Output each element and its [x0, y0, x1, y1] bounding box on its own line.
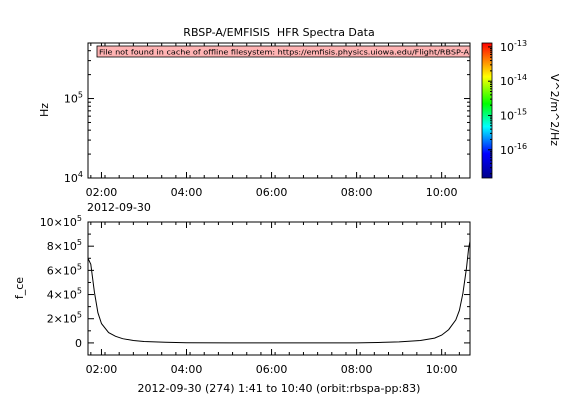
spectrogram-x-tick-label: 10:00: [426, 186, 458, 199]
colorbar-tick-label: 10-16: [500, 142, 527, 157]
fce-x-tick-label: 02:00: [86, 363, 118, 376]
colorbar-tick-label: 10-13: [500, 39, 527, 54]
time-range-footer: 2012-09-30 (274) 1:41 to 10:40 (orbit:rb…: [138, 382, 421, 395]
fce-x-tick-label: 04:00: [171, 363, 203, 376]
fce-series-line: [87, 241, 471, 344]
spectrogram-frame: [87, 42, 471, 179]
colorbar-tick-exp: -16: [514, 142, 527, 151]
fce-x-tick-label: 08:00: [341, 363, 373, 376]
fce-y-tick-label: 6×105: [47, 262, 82, 277]
colorbar-tick-exp: -13: [514, 39, 527, 48]
colorbar-tick-base: 10: [500, 41, 514, 54]
fce-y-tick-base: 10×10: [40, 216, 77, 229]
fce-minor-ticks: [88, 222, 470, 356]
fce-y-label: f_ce: [13, 277, 26, 299]
fce-x-tick-label: 06:00: [256, 363, 288, 376]
colorbar-tick-base: 10: [500, 75, 514, 88]
spectrogram-x-tick-label: 02:00: [86, 186, 118, 199]
fce-y-tick-label: 0: [75, 337, 82, 350]
fce-y-tick-label: 2×105: [47, 311, 82, 326]
colorbar-gradient: [481, 42, 493, 179]
fce-y-tick-label: 10×105: [40, 214, 82, 229]
spectrogram-y-tick-exp: 4: [78, 170, 83, 179]
fce-y-tick-label: 8×105: [47, 238, 82, 253]
fce-frame: [87, 221, 471, 356]
fce-y-tick-exp: 5: [77, 287, 82, 296]
colorbar-tick-exp: -14: [514, 73, 527, 82]
spectrogram-y-tick-label: 105: [64, 91, 83, 106]
fce-y-tick-exp: 5: [77, 214, 82, 223]
spectrogram-x-tick-label: 08:00: [341, 186, 373, 199]
spectrogram-minor-ticks: [88, 42, 470, 178]
fce-y-tick-base: 2×10: [47, 313, 77, 326]
colorbar-tick-base: 10: [500, 109, 514, 122]
colorbar-tick-label: 10-14: [500, 73, 527, 88]
spectrogram-y-label: Hz: [38, 103, 51, 117]
offline-message: File not found in cache of offline files…: [99, 48, 469, 57]
colorbar-tick-label: 10-15: [500, 107, 527, 122]
fce-x-ticks: 02:00 04:00 06:00 08:00 10:00: [86, 222, 458, 376]
fce-y-tick-exp: 5: [77, 311, 82, 320]
spectrogram-x-ticks: 02:00 04:00 06:00 08:00 10:00: [86, 43, 458, 199]
spectrogram-x-tick-label: 06:00: [256, 186, 288, 199]
spectrogram-y-tick-base: 10: [64, 172, 78, 185]
colorbar-label: V^2/m^2/Hz: [548, 74, 561, 146]
colorbar-tick-exp: -15: [514, 107, 527, 116]
fce-y-tick-base: 6×10: [47, 264, 77, 277]
figure-title: RBSP-A/EMFISIS HFR Spectra Data: [183, 26, 374, 39]
spectrogram-y-tick-label: 104: [64, 170, 83, 185]
spectrogram-y-tick-base: 10: [64, 93, 78, 106]
fce-y-tick-exp: 5: [77, 238, 82, 247]
fce-y-tick-exp: 5: [77, 262, 82, 271]
offline-message-box: [96, 45, 471, 58]
fce-y-tick-base: 8×10: [47, 240, 77, 253]
fce-x-tick-label: 10:00: [426, 363, 458, 376]
colorbar-tick-base: 10: [500, 144, 514, 157]
fce-y-tick-base: 4×10: [47, 289, 77, 302]
fce-y-tick-label: 4×105: [47, 287, 82, 302]
fce-y-tick-base: 0: [75, 337, 82, 350]
spectrogram-x-tick-label: 04:00: [171, 186, 203, 199]
spectrogram-y-tick-exp: 5: [78, 91, 83, 100]
spectrogram-date-label: 2012-09-30: [87, 201, 151, 214]
